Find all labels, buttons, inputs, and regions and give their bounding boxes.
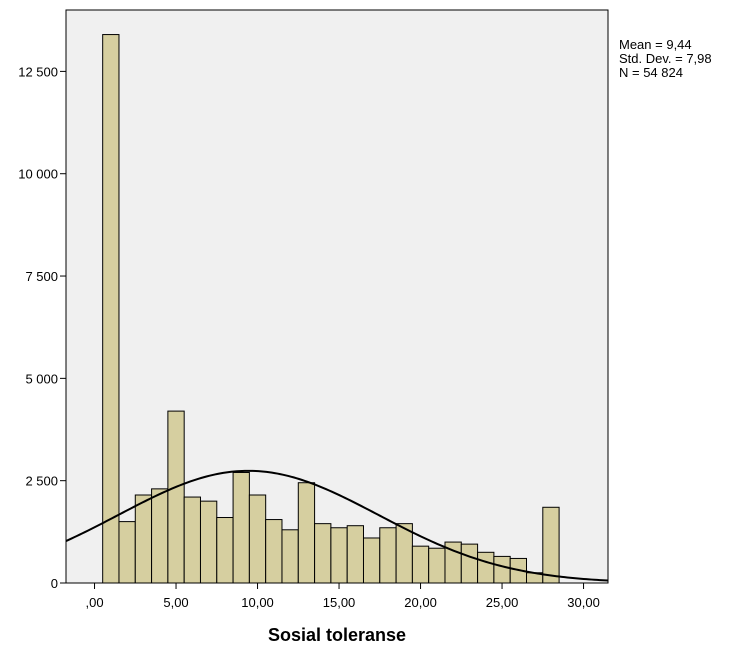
stats-std-dev: Std. Dev. = 7,98 xyxy=(619,51,712,66)
y-ticks-group: 0 2 500 5 000 7 500 10 000 12 500 xyxy=(18,64,66,591)
y-tick-label: 0 xyxy=(51,576,58,591)
histogram-bar xyxy=(314,523,332,584)
histogram-bar xyxy=(395,523,413,584)
histogram-bar xyxy=(411,545,430,584)
histogram-bar xyxy=(542,506,560,584)
histogram-bar xyxy=(167,410,185,584)
histogram-bar xyxy=(183,496,201,584)
y-tick-label: 2 500 xyxy=(25,474,58,489)
plot-area xyxy=(65,9,609,584)
histogram-bar xyxy=(102,34,120,584)
x-tick-label: 25,00 xyxy=(486,595,519,610)
histogram-bar xyxy=(460,543,479,584)
histogram-bar xyxy=(379,527,397,584)
x-axis-label: Sosial toleranse xyxy=(268,625,406,645)
x-tick-label: 20,00 xyxy=(404,595,437,610)
x-tick-label: 10,00 xyxy=(241,595,274,610)
stats-n: N = 54 824 xyxy=(619,65,683,80)
x-tick-label: 5,00 xyxy=(163,595,188,610)
x-ticks-group: ,00 5,00 10,00 15,00 20,00 25,00 30,00 xyxy=(85,583,600,610)
histogram-bar xyxy=(151,488,169,584)
y-tick-label: 12 500 xyxy=(18,64,58,79)
stats-box: Mean = 9,44 Std. Dev. = 7,98 N = 54 824 xyxy=(619,38,712,80)
histogram-bar xyxy=(281,529,299,584)
histogram-bar xyxy=(428,547,446,584)
histogram-bar xyxy=(118,521,136,584)
y-tick-label: 5 000 xyxy=(25,371,58,386)
normal-curve xyxy=(65,469,609,582)
x-tick-label: 30,00 xyxy=(567,595,600,610)
histogram-bar xyxy=(362,537,381,584)
y-tick-label: 10 000 xyxy=(18,167,58,182)
histogram-bar xyxy=(493,555,511,584)
stats-mean: Mean = 9,44 xyxy=(619,37,692,52)
histogram-bar xyxy=(330,527,348,584)
histogram-bar xyxy=(216,517,234,584)
histogram-bar xyxy=(199,500,218,584)
histogram-bar xyxy=(134,494,153,584)
x-tick-label: ,00 xyxy=(85,595,103,610)
bars-group xyxy=(102,34,560,584)
histogram-bar xyxy=(297,482,316,584)
x-tick-label: 15,00 xyxy=(323,595,356,610)
histogram-bar xyxy=(232,471,250,584)
y-tick-label: 7 500 xyxy=(25,269,58,284)
histogram-bar xyxy=(265,519,283,584)
histogram-bar xyxy=(248,494,267,584)
histogram-bar xyxy=(346,525,364,584)
histogram-bar xyxy=(477,551,495,584)
